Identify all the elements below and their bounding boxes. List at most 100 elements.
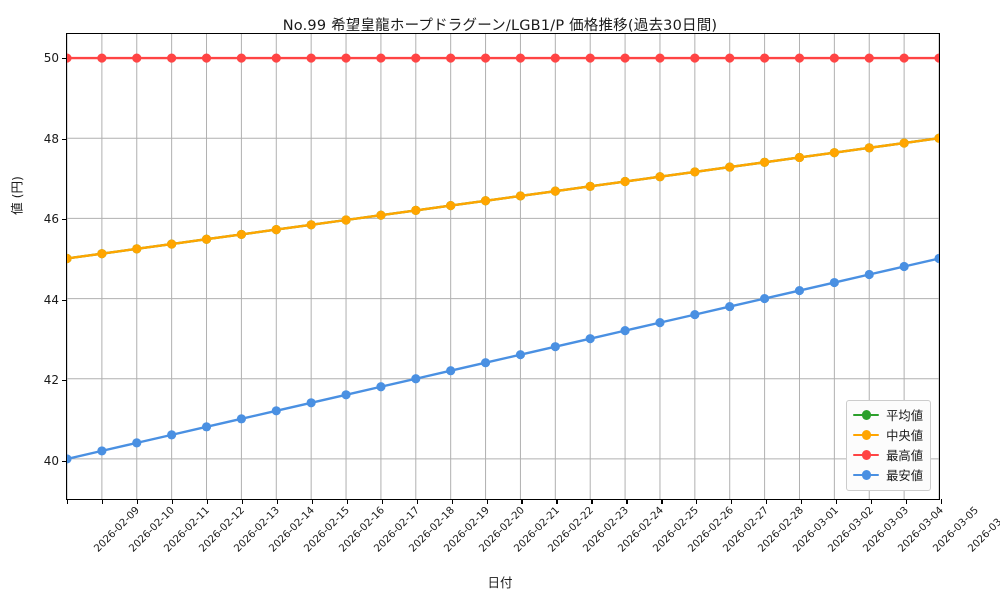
- y-tick-mark: [62, 219, 67, 221]
- series-marker: [690, 310, 700, 320]
- x-tick-label: 2026-02-18: [406, 505, 457, 555]
- y-tick-mark: [62, 299, 67, 301]
- x-axis-ticks: [67, 34, 943, 504]
- plot-area: 40 42 44 46 48 50 平均値 中央値: [44, 33, 943, 504]
- series-marker: [829, 277, 839, 288]
- x-tick-mark: [521, 499, 523, 504]
- series-marker: [794, 53, 805, 63]
- x-tick-mark: [836, 499, 838, 504]
- x-tick-label: 2026-02-24: [616, 505, 667, 555]
- legend-swatch-median-icon: [853, 428, 880, 442]
- x-tick-label: 2026-02-27: [721, 505, 772, 555]
- legend-label-median: 中央値: [886, 429, 923, 443]
- series-marker: [690, 167, 700, 177]
- chart-legend[interactable]: 平均値 中央値 最高値 最安: [846, 400, 931, 491]
- series-marker: [655, 53, 665, 63]
- series-marker: [201, 234, 212, 244]
- series-marker: [515, 191, 526, 201]
- x-tick-mark: [67, 499, 69, 504]
- series-line: [67, 257, 939, 461]
- legend-item-min[interactable]: 最安値: [853, 465, 923, 485]
- x-tick-mark: [311, 499, 313, 504]
- series-marker: [655, 318, 665, 328]
- series-marker: [446, 366, 456, 376]
- y-tick-mark: [62, 380, 67, 382]
- x-tick-label: 2026-02-11: [162, 505, 212, 555]
- series-marker: [620, 53, 630, 63]
- x-tick-mark: [661, 499, 663, 504]
- series-marker: [620, 326, 630, 336]
- series-marker: [201, 422, 212, 432]
- series-marker: [550, 342, 560, 352]
- series-marker: [864, 269, 874, 280]
- series-marker: [725, 53, 735, 63]
- x-tick-label: 2026-03-02: [826, 505, 877, 555]
- legend-item-max[interactable]: 最高値: [853, 445, 923, 465]
- legend-item-median[interactable]: 中央値: [853, 425, 923, 445]
- x-tick-label: 2026-03-05: [931, 505, 982, 555]
- x-tick-mark: [486, 499, 488, 504]
- x-tick-mark: [766, 499, 768, 504]
- series-marker: [934, 253, 939, 264]
- legend-label-mean: 平均値: [886, 409, 923, 423]
- x-tick-mark: [416, 499, 418, 504]
- series-marker: [271, 53, 281, 63]
- y-tick-label: 40: [43, 453, 59, 468]
- legend-item-mean[interactable]: 平均値: [853, 405, 923, 425]
- x-tick-label: 2026-02-13: [232, 505, 282, 555]
- x-tick-mark: [381, 499, 383, 504]
- series-marker: [67, 253, 72, 264]
- legend-label-min: 最安値: [886, 469, 923, 483]
- x-tick-label: 2026-02-21: [511, 505, 562, 555]
- series-marker: [446, 53, 456, 63]
- y-tick-label: 46: [43, 212, 59, 227]
- series-marker: [411, 205, 421, 215]
- series-marker: [97, 53, 107, 63]
- x-tick-label: 2026-02-15: [302, 505, 352, 555]
- series-marker: [934, 133, 939, 143]
- series-marker: [67, 53, 72, 63]
- x-tick-label: 2026-02-28: [756, 505, 807, 555]
- y-axis-ticks: 40 42 44 46 48 50: [44, 34, 939, 499]
- series-marker: [899, 138, 909, 148]
- x-tick-label: 2026-02-16: [337, 505, 387, 555]
- x-tick-mark: [171, 499, 174, 504]
- series-marker: [899, 53, 909, 63]
- series-marker: [306, 398, 316, 408]
- x-tick-label: 2026-02-10: [127, 505, 177, 555]
- y-tick-label: 48: [43, 131, 59, 146]
- y-tick-label: 44: [43, 292, 59, 307]
- x-tick-label: 2026-03-01: [791, 505, 842, 555]
- series-marker: [341, 390, 351, 400]
- legend-swatch-max-icon: [853, 448, 880, 462]
- series-marker: [585, 181, 595, 191]
- x-tick-mark: [136, 499, 139, 504]
- series-marker: [376, 382, 386, 392]
- series-marker: [829, 53, 839, 63]
- x-tick-mark: [731, 499, 733, 504]
- x-tick-mark: [346, 499, 348, 504]
- series-marker: [794, 152, 805, 163]
- series-line: [67, 137, 939, 260]
- x-tick-label: 2026-02-23: [581, 505, 632, 555]
- series-marker: [167, 53, 177, 63]
- x-tick-label: 2026-02-09: [92, 505, 142, 555]
- x-axis-title: 日付: [487, 575, 513, 590]
- x-tick-mark: [206, 499, 209, 504]
- legend-label-max: 最高値: [886, 449, 923, 463]
- series-marker: [864, 143, 874, 153]
- series-marker: [201, 53, 212, 63]
- x-tick-mark: [556, 499, 558, 504]
- series-marker: [480, 196, 491, 206]
- series-marker: [690, 53, 700, 63]
- series-marker: [271, 406, 281, 416]
- x-tick-label: 2026-02-22: [546, 505, 597, 555]
- legend-swatch-min-icon: [853, 468, 880, 482]
- y-tick-label: 42: [43, 373, 59, 388]
- series-marker: [306, 220, 316, 230]
- series-marker: [167, 239, 177, 249]
- x-tick-label: 2026-02-17: [372, 505, 422, 555]
- y-tick-mark: [62, 460, 67, 462]
- chart-title: No.99 希望皇龍ホープドラグーン/LGB1/P 価格推移(過去30日間): [282, 18, 718, 34]
